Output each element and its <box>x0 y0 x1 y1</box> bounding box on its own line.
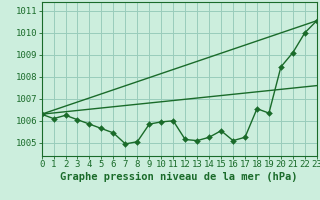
X-axis label: Graphe pression niveau de la mer (hPa): Graphe pression niveau de la mer (hPa) <box>60 172 298 182</box>
